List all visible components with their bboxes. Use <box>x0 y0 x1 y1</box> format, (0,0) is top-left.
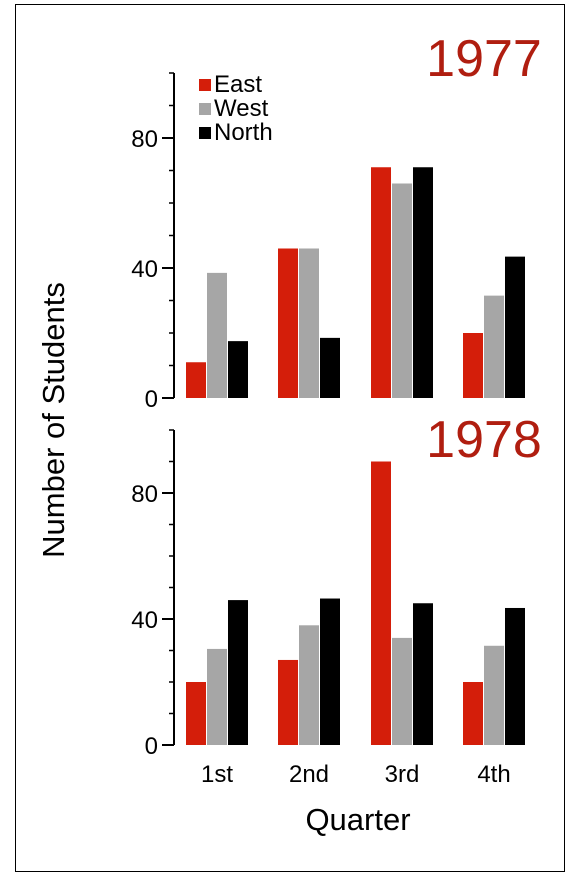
legend-label-east: East <box>214 71 262 98</box>
x-tick-labels: 1st 2nd 3rd 4th <box>201 761 511 788</box>
bar-east-2nd <box>278 659 298 745</box>
bar-east-2nd <box>278 248 298 398</box>
panel-title: 1978 <box>426 411 542 469</box>
y-tick-label: 80 <box>131 126 158 153</box>
y-tick-label: 40 <box>131 256 158 283</box>
legend-swatch-north <box>199 127 211 139</box>
bar-west-3rd <box>392 637 412 745</box>
x-axis-label: Quarter <box>305 802 410 837</box>
bar-north-1st <box>228 600 248 745</box>
bar-west-1st <box>207 272 227 398</box>
bar-east-3rd <box>371 167 391 398</box>
bar-north-4th <box>505 256 525 398</box>
bar-west-3rd <box>392 183 412 398</box>
panel-1977: 0 40 80 1977 <box>131 30 542 413</box>
panel-title: 1977 <box>426 30 542 88</box>
bar-west-4th <box>484 645 504 745</box>
bar-west-2nd <box>299 248 319 398</box>
x-tick-label: 2nd <box>289 761 329 788</box>
y-tick-label: 0 <box>145 386 158 413</box>
x-tick-label: 3rd <box>385 761 420 788</box>
bar-east-1st <box>186 682 206 745</box>
bar-west-1st <box>207 648 227 745</box>
bar-east-4th <box>463 333 483 398</box>
bar-east-3rd <box>371 461 391 745</box>
x-tick-label: 4th <box>477 761 510 788</box>
bar-east-1st <box>186 362 206 398</box>
bar-north-2nd <box>320 337 340 398</box>
panel-1978: 0 40 80 1978 <box>131 411 542 760</box>
bar-north-2nd <box>320 598 340 745</box>
chart-svg: 0 40 80 1977 0 40 80 1978 Number of Students Q… <box>36 30 542 837</box>
y-tick-label: 80 <box>131 481 158 508</box>
bar-west-2nd <box>299 625 319 745</box>
bar-north-4th <box>505 607 525 745</box>
bar-east-4th <box>463 682 483 745</box>
chart-frame: 0 40 80 1977 0 40 80 1978 Number of Students Q… <box>15 4 565 872</box>
legend-label-north: North <box>214 119 273 146</box>
legend-swatch-west <box>199 103 211 115</box>
legend-swatch-east <box>199 79 211 91</box>
y-axis-label: Number of Students <box>36 282 71 558</box>
bar-north-3rd <box>413 603 433 745</box>
legend-label-west: West <box>214 95 269 122</box>
y-tick-label: 40 <box>131 607 158 634</box>
y-tick-label: 0 <box>145 733 158 760</box>
bar-north-3rd <box>413 167 433 398</box>
x-tick-label: 1st <box>201 761 233 788</box>
bar-north-1st <box>228 341 248 398</box>
bar-west-4th <box>484 295 504 398</box>
